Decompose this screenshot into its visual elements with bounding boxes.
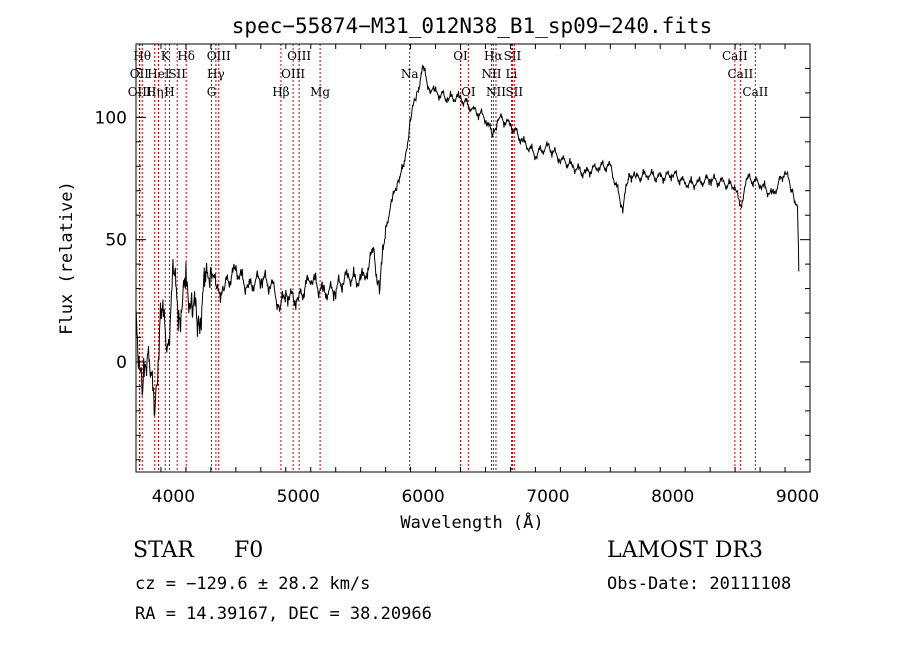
spectral-line-label: CaII [742,85,768,99]
spectral-line-label: CaII [727,67,753,81]
spectral-line-label: Hγ [207,67,225,81]
spectral-line-label: Hβ [272,85,289,99]
spectral-line-label: OIII [128,85,152,99]
spectral-line-label: SII [505,85,523,99]
x-tick-label: 5000 [277,487,320,507]
spectral-line-label: NII [481,67,501,81]
spectral-line-label: H [164,85,174,99]
y-axis-label: Flux (relative) [57,181,77,335]
spectral-line-label: Na [401,67,419,81]
coordinates: RA = 14.39167, DEC = 38.20966 [135,604,432,624]
spectral-line-label: OI [461,85,476,99]
spectrum-trace [135,65,800,416]
object-class: STAR F0 [133,538,263,563]
x-tick-label: 4000 [152,487,195,507]
spectral-line-label: HeI [147,67,170,81]
spectral-line-label: OIII [281,67,305,81]
y-tick-label: 0 [116,353,127,373]
y-tick-label: 100 [95,108,127,128]
survey-name: LAMOST DR3 [607,538,763,563]
spectral-line-label: SII [168,67,186,81]
spectral-line-label: Mg [310,85,330,99]
spectral-line-label: G [207,85,217,99]
x-tick-label: 9000 [776,487,819,507]
x-tick-label: 8000 [651,487,694,507]
spectral-line-label: OII [130,67,150,81]
spectral-line-label: NII [486,85,506,99]
x-axis-label: Wavelength (Å) [400,511,543,533]
object-class-type: STAR [133,538,194,563]
x-tick-label: 7000 [526,487,569,507]
observation-date: Obs-Date: 20111108 [607,574,792,594]
plot-frame [135,43,811,473]
spectral-line-label: OIII [287,49,311,63]
spectral-line-label: Hα [484,49,503,63]
spectral-line-label: CaII [722,49,748,63]
spectral-line-label: Li [506,67,518,81]
x-tick-label: 6000 [401,487,444,507]
spectral-line-label: Hη [146,85,164,99]
object-subclass: F0 [234,538,264,563]
spectral-line-label: OIII [207,49,231,63]
redshift-velocity: cz = −129.6 ± 28.2 km/s [135,574,371,594]
spectral-line-label: Hθ [133,49,151,63]
spectral-line-label: SII [504,49,522,63]
chart-title: spec−55874−M31_012N38_B1_sp09−240.fits [232,14,712,38]
y-tick-label: 50 [105,231,127,251]
spectral-line-label: K [161,49,171,63]
spectral-line-label: OI [453,49,468,63]
spectral-line-label: Hδ [177,49,195,63]
